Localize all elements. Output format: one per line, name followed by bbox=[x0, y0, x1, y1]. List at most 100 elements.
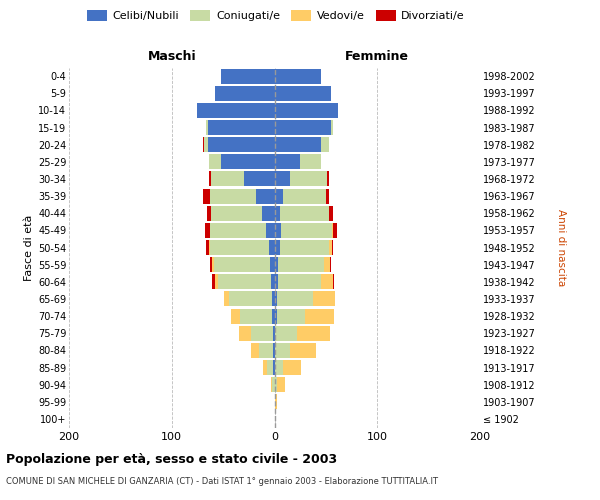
Bar bbox=[210, 188, 256, 204]
Bar bbox=[275, 223, 281, 238]
Bar bbox=[275, 68, 321, 84]
Bar bbox=[275, 257, 278, 272]
Bar bbox=[277, 377, 285, 392]
Bar bbox=[268, 360, 274, 375]
Text: COMUNE DI SAN MICHELE DI GANZARIA (CT) - Dati ISTAT 1° gennaio 2003 - Elaborazio: COMUNE DI SAN MICHELE DI GANZARIA (CT) -… bbox=[6, 478, 438, 486]
Bar bbox=[321, 274, 333, 289]
Bar bbox=[277, 308, 305, 324]
Bar bbox=[224, 292, 229, 306]
Bar bbox=[269, 240, 275, 255]
Bar bbox=[326, 188, 329, 204]
Bar bbox=[331, 120, 333, 135]
Bar bbox=[262, 206, 275, 221]
Bar bbox=[210, 240, 269, 255]
Bar bbox=[275, 103, 338, 118]
Bar bbox=[280, 206, 329, 221]
Bar bbox=[206, 206, 211, 221]
Bar bbox=[277, 292, 313, 306]
Bar bbox=[274, 360, 275, 375]
Bar bbox=[275, 154, 300, 170]
Bar bbox=[239, 308, 272, 324]
Bar bbox=[212, 257, 214, 272]
Bar bbox=[218, 274, 271, 289]
Bar bbox=[215, 86, 275, 101]
Bar bbox=[275, 394, 277, 409]
Bar bbox=[290, 172, 327, 186]
Bar bbox=[330, 257, 331, 272]
Bar bbox=[272, 308, 275, 324]
Bar bbox=[278, 274, 321, 289]
Bar bbox=[210, 257, 212, 272]
Text: Popolazione per età, sesso e stato civile - 2003: Popolazione per età, sesso e stato civil… bbox=[6, 452, 337, 466]
Bar bbox=[300, 154, 321, 170]
Bar bbox=[280, 240, 329, 255]
Bar bbox=[208, 120, 275, 135]
Bar bbox=[266, 223, 275, 238]
Bar bbox=[329, 206, 333, 221]
Bar bbox=[275, 274, 278, 289]
Bar bbox=[272, 292, 275, 306]
Bar bbox=[313, 292, 335, 306]
Bar bbox=[278, 257, 324, 272]
Bar bbox=[283, 188, 326, 204]
Y-axis label: Fasce di età: Fasce di età bbox=[23, 214, 34, 280]
Bar bbox=[329, 240, 332, 255]
Bar bbox=[221, 154, 275, 170]
Bar bbox=[215, 274, 218, 289]
Bar bbox=[209, 154, 221, 170]
Bar bbox=[290, 343, 316, 358]
Bar bbox=[275, 86, 331, 101]
Bar bbox=[275, 172, 290, 186]
Bar bbox=[209, 172, 211, 186]
Bar bbox=[271, 377, 272, 392]
Bar bbox=[297, 326, 330, 341]
Bar bbox=[251, 343, 259, 358]
Bar bbox=[274, 326, 275, 341]
Bar bbox=[221, 68, 275, 84]
Text: Femmine: Femmine bbox=[345, 50, 409, 62]
Bar bbox=[271, 274, 275, 289]
Bar bbox=[333, 274, 334, 289]
Bar bbox=[211, 172, 244, 186]
Bar bbox=[327, 172, 329, 186]
Bar bbox=[203, 188, 210, 204]
Bar bbox=[263, 360, 268, 375]
Bar bbox=[275, 308, 277, 324]
Bar bbox=[212, 274, 215, 289]
Bar bbox=[283, 360, 301, 375]
Bar bbox=[275, 137, 321, 152]
Bar bbox=[206, 120, 208, 135]
Bar bbox=[205, 223, 210, 238]
Bar bbox=[275, 120, 331, 135]
Bar bbox=[321, 137, 329, 152]
Bar bbox=[229, 292, 272, 306]
Bar bbox=[197, 103, 275, 118]
Bar bbox=[275, 240, 280, 255]
Bar bbox=[214, 257, 271, 272]
Bar bbox=[244, 172, 275, 186]
Bar bbox=[206, 240, 209, 255]
Bar bbox=[208, 137, 275, 152]
Bar bbox=[275, 360, 283, 375]
Bar bbox=[275, 206, 280, 221]
Bar bbox=[272, 377, 275, 392]
Bar bbox=[211, 206, 262, 221]
Bar bbox=[305, 308, 334, 324]
Bar bbox=[332, 240, 333, 255]
Bar bbox=[210, 223, 266, 238]
Text: Maschi: Maschi bbox=[148, 50, 196, 62]
Text: Anni di nascita: Anni di nascita bbox=[556, 209, 566, 286]
Bar bbox=[275, 343, 290, 358]
Bar bbox=[275, 377, 277, 392]
Bar bbox=[232, 308, 239, 324]
Bar bbox=[333, 223, 337, 238]
Bar bbox=[275, 188, 283, 204]
Bar bbox=[203, 137, 208, 152]
Legend: Celibi/Nubili, Coniugati/e, Vedovi/e, Divorziati/e: Celibi/Nubili, Coniugati/e, Vedovi/e, Di… bbox=[83, 6, 469, 25]
Bar bbox=[256, 188, 275, 204]
Bar bbox=[209, 240, 210, 255]
Bar bbox=[332, 223, 333, 238]
Bar bbox=[324, 257, 330, 272]
Bar bbox=[275, 326, 297, 341]
Bar bbox=[281, 223, 332, 238]
